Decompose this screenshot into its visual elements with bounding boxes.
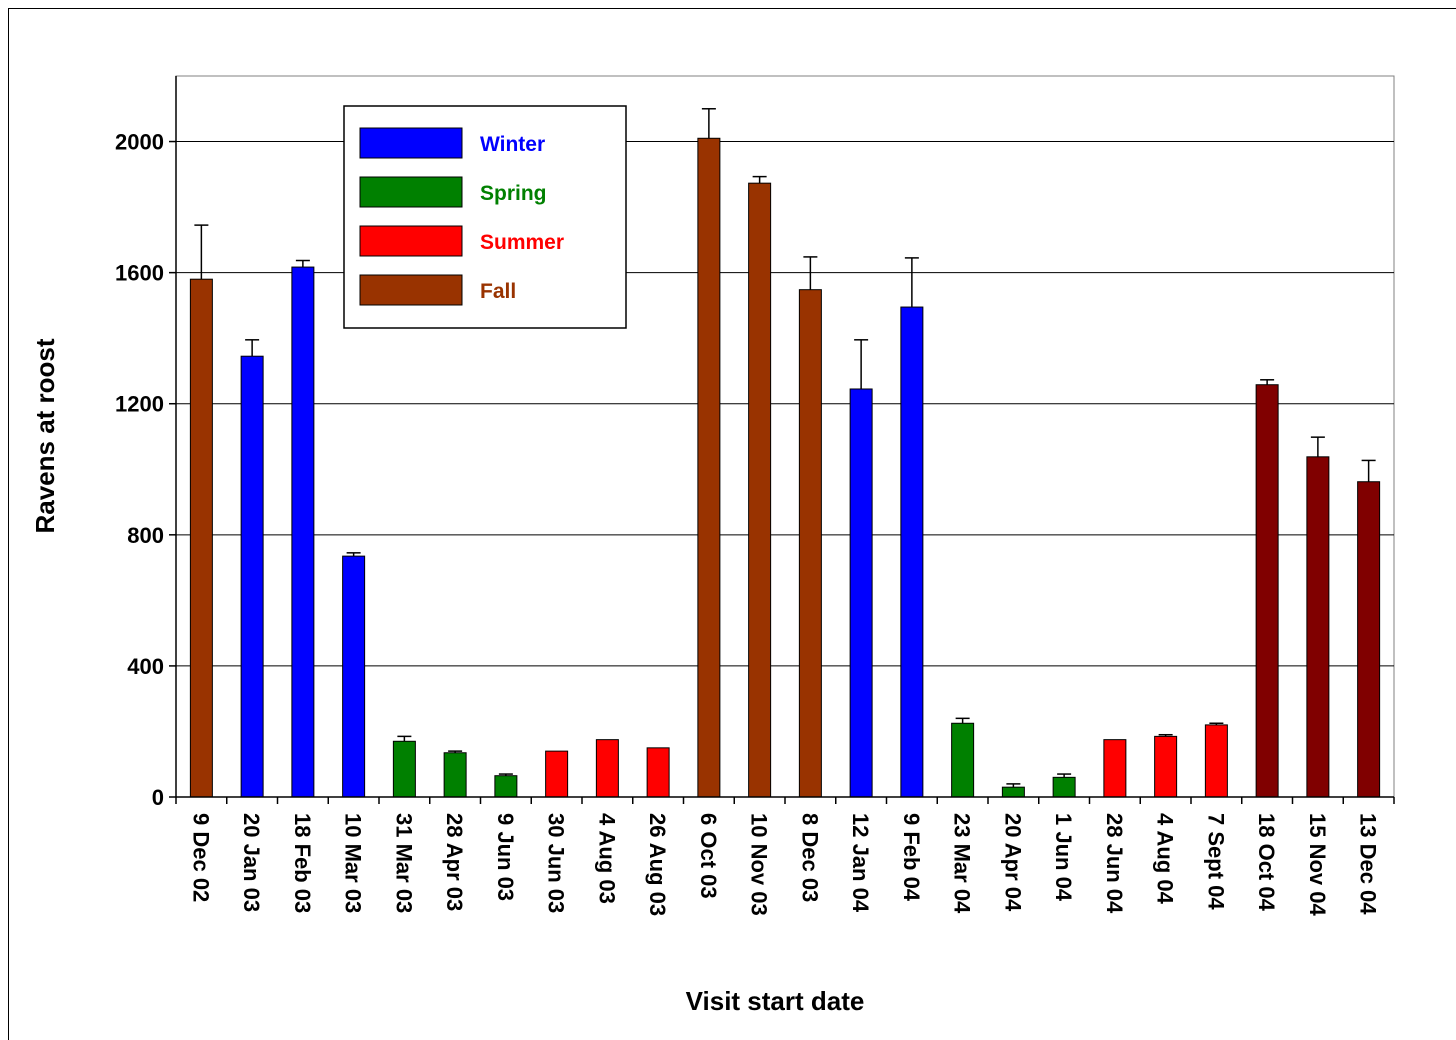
- bar: [1255, 384, 1279, 798]
- bar: [748, 182, 772, 798]
- x-tick-label: 6 Oct 03: [696, 813, 721, 899]
- x-tick-label: 18 Feb 03: [290, 813, 315, 913]
- bars: [189, 137, 1381, 798]
- legend-label: Spring: [480, 182, 547, 205]
- y-axis-title: Ravens at roost: [30, 338, 60, 533]
- bar: [697, 137, 721, 798]
- x-tick-label: 26 Aug 03: [645, 813, 670, 916]
- bar: [342, 555, 366, 798]
- y-tick-label: 0: [152, 785, 164, 810]
- bar: [1001, 786, 1025, 798]
- error-bars: [194, 108, 1376, 788]
- x-tick-label: 23 Mar 04: [950, 813, 975, 914]
- y-tick-label: 1600: [115, 261, 164, 286]
- chart-frame: [8, 8, 1456, 1040]
- bar: [595, 739, 619, 798]
- y-tick-label: 400: [127, 654, 164, 679]
- x-tick-label: 8 Dec 03: [797, 813, 822, 902]
- x-tick-label: 4 Aug 04: [1153, 813, 1178, 905]
- bar: [189, 278, 213, 798]
- x-tick-label: 31 Mar 03: [391, 813, 416, 913]
- bar: [951, 722, 975, 798]
- bar: [240, 355, 264, 798]
- x-tick-label: 20 Apr 04: [1000, 813, 1025, 912]
- x-axis-title: Visit start date: [686, 986, 865, 1016]
- bar: [291, 266, 315, 798]
- x-tick-label: 10 Mar 03: [341, 813, 366, 913]
- x-tick-label: 9 Dec 02: [188, 813, 213, 902]
- y-tick-labels: 0 400 800 1200 1600 2000: [115, 130, 164, 810]
- x-tick-label: 28 Apr 03: [442, 813, 467, 911]
- bar: [1052, 776, 1076, 798]
- bar: [1204, 724, 1228, 798]
- x-tick-label: 18 Oct 04: [1254, 813, 1279, 912]
- legend-swatch: [359, 225, 463, 257]
- legend-label: Fall: [480, 280, 516, 303]
- bar: [646, 747, 670, 798]
- x-tick-label: 15 Nov 04: [1305, 813, 1330, 916]
- bar: [900, 306, 924, 798]
- bar: [849, 388, 873, 798]
- legend-swatch: [359, 127, 463, 159]
- x-tick-label: 10 Nov 03: [747, 813, 772, 916]
- x-tick-label: 9 Jun 03: [493, 813, 518, 901]
- x-tick-label: 4 Aug 03: [594, 813, 619, 904]
- bar: [798, 289, 822, 798]
- y-tick-label: 800: [127, 523, 164, 548]
- legend-swatch: [359, 176, 463, 208]
- legend: Winter Spring Summer Fall: [343, 105, 627, 329]
- y-tick-label: 1200: [115, 392, 164, 417]
- x-tick-label: 1 Jun 04: [1051, 813, 1076, 902]
- x-tick-label: 13 Dec 04: [1356, 813, 1381, 915]
- x-tick-label: 7 Sept 04: [1203, 813, 1228, 910]
- x-tick-labels: 9 Dec 02 20 Jan 03 18 Feb 03 10 Mar 03 31 Ma…: [188, 813, 1380, 916]
- x-tick-label: 28 Jun 04: [1102, 813, 1127, 914]
- x-tick-label: 9 Feb 04: [899, 813, 924, 902]
- bar: [494, 775, 518, 798]
- bar: [1357, 481, 1381, 798]
- legend-label: Summer: [480, 231, 564, 254]
- x-tick-label: 12 Jan 04: [848, 813, 873, 913]
- x-tick-label: 30 Jun 03: [544, 813, 569, 913]
- legend-swatch: [359, 274, 463, 306]
- bar: [1103, 739, 1127, 798]
- legend-label: Winter: [480, 133, 545, 156]
- bar: [1306, 456, 1330, 798]
- bar: [392, 740, 416, 798]
- bar: [545, 750, 569, 798]
- bar: [443, 752, 467, 798]
- x-tick-label: 20 Jan 03: [239, 813, 264, 912]
- bar: [1154, 735, 1178, 798]
- axes: [169, 76, 1395, 804]
- y-tick-label: 2000: [115, 130, 164, 155]
